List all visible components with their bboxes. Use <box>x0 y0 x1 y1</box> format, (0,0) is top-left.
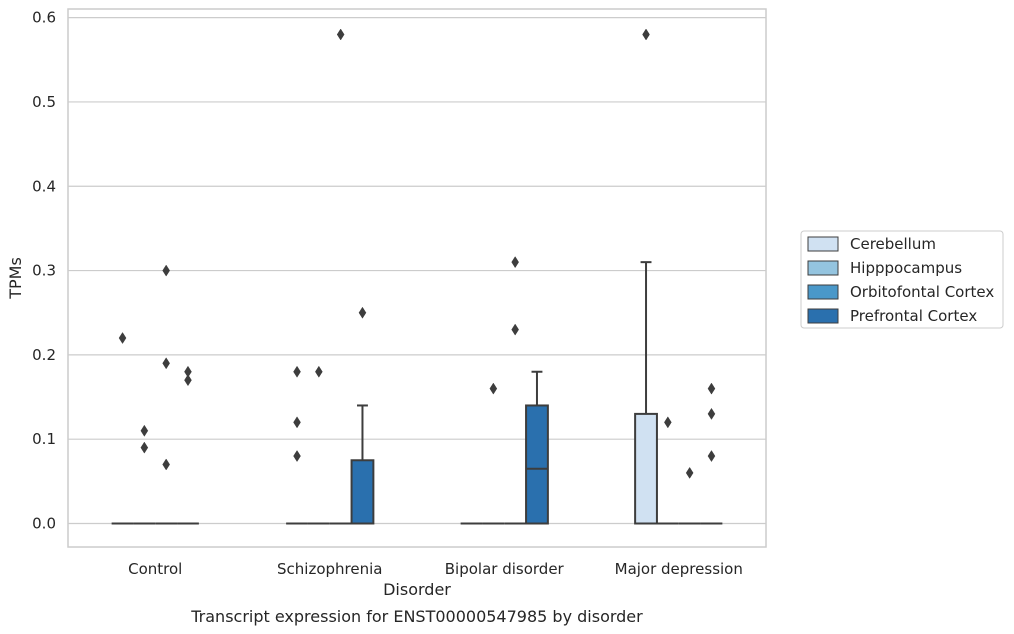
legend-frame <box>800 230 1004 329</box>
outlier-point <box>293 416 301 429</box>
box-prefrontal-cortex <box>350 404 375 525</box>
legend-swatch <box>807 284 839 300</box>
outlier-point <box>707 382 716 395</box>
outlier-point <box>118 332 127 344</box>
y-tick-label: 0.5 <box>32 93 56 111</box>
box-prefrontal-cortex <box>525 370 549 525</box>
x-tick-label: Schizophrenia <box>277 560 382 578</box>
outlier-point <box>642 28 650 41</box>
y-axis-ticks: 0.0 0.1 0.2 0.3 0.4 0.5 0.6 <box>32 9 56 533</box>
legend-label: Orbitofontal Cortex <box>850 283 994 301</box>
box-body <box>634 412 658 525</box>
chart-caption: Transcript expression for ENST0000054798… <box>190 607 643 626</box>
x-tick-label: Control <box>128 560 182 578</box>
box-body <box>350 459 375 525</box>
x-tick-label: Bipolar disorder <box>445 560 565 578</box>
outlier-point <box>685 466 694 479</box>
y-tick-label: 0.4 <box>32 177 56 195</box>
legend-label: Prefrontal Cortex <box>850 307 977 325</box>
outlier-point <box>293 365 301 378</box>
outlier-point <box>336 28 345 41</box>
outlier-point <box>664 416 672 429</box>
box-cerebellum <box>634 261 658 525</box>
y-tick-label: 0.3 <box>32 262 56 280</box>
outlier-point <box>184 374 192 387</box>
legend-swatch <box>807 236 839 252</box>
y-axis-label: TPMs <box>6 257 25 300</box>
y-tick-label: 0.1 <box>32 430 56 448</box>
outlier-point <box>358 306 367 319</box>
y-tick-label: 0.0 <box>32 515 56 533</box>
x-axis-ticks: Control Schizophrenia Bipolar disorder Majo… <box>128 560 743 578</box>
outlier-point <box>140 441 149 454</box>
box-plot-series <box>111 261 723 525</box>
y-tick-label: 0.6 <box>32 9 56 27</box>
y-tick-label: 0.2 <box>32 346 56 364</box>
legend-swatch <box>807 260 839 276</box>
plot-area-frame <box>67 8 767 548</box>
box-body <box>525 404 549 525</box>
legend-swatch <box>807 308 839 324</box>
outlier-point <box>162 264 170 277</box>
legend-label: Hipppocampus <box>850 259 962 277</box>
outlier-point <box>511 256 519 269</box>
outlier-point <box>707 450 716 463</box>
outlier-point <box>162 357 170 370</box>
x-tick-label: Major depression <box>615 560 743 578</box>
outlier-point <box>162 458 170 471</box>
outlier-point <box>489 382 498 395</box>
outlier-points <box>118 28 716 479</box>
outlier-point <box>707 407 716 420</box>
outlier-point <box>293 450 301 463</box>
x-axis-label: Disorder <box>383 580 451 599</box>
outlier-point <box>140 424 149 437</box>
outlier-point <box>315 365 323 378</box>
gridlines <box>68 17 766 525</box>
legend: Cerebellum Hipppocampus Orbitofontal Corte… <box>800 230 1004 329</box>
legend-label: Cerebellum <box>850 235 936 253</box>
outlier-point <box>511 323 519 336</box>
